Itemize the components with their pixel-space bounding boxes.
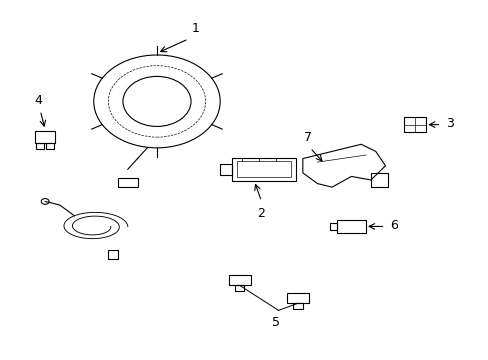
Text: 3: 3: [446, 117, 453, 130]
Text: 1: 1: [192, 22, 200, 35]
Text: 2: 2: [257, 207, 265, 220]
Text: 4: 4: [34, 94, 41, 107]
Text: 5: 5: [271, 316, 280, 329]
Text: 6: 6: [389, 219, 397, 232]
Text: 7: 7: [303, 131, 311, 144]
